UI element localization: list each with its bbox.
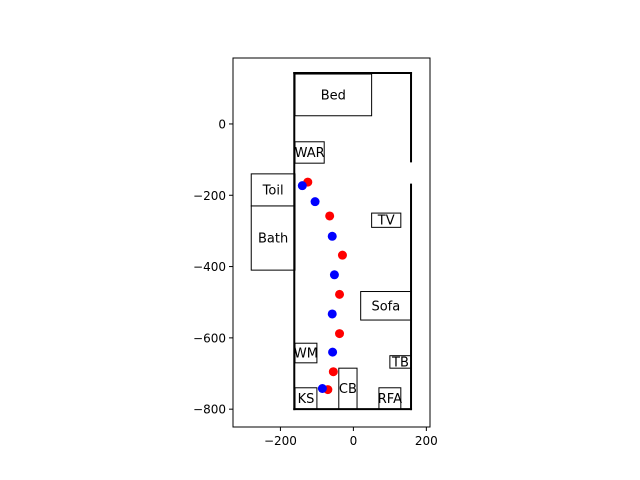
data-point-blue-4 xyxy=(327,309,337,319)
data-point-red-4 xyxy=(335,329,345,339)
data-point-red-3 xyxy=(335,289,345,299)
data-point-blue-2 xyxy=(327,231,337,241)
x-tick-label: 200 xyxy=(415,434,438,448)
y-tick-label: 0 xyxy=(218,117,226,131)
furniture-label-war: WAR xyxy=(295,146,325,161)
data-point-blue-1 xyxy=(310,197,320,207)
furniture-layer: Bed WAR Toil Bath TV Sofa WM TB KS CB RFA xyxy=(250,73,412,410)
furniture-label-tv: TV xyxy=(377,214,395,229)
axes-frame xyxy=(232,57,431,428)
data-point-blue-5 xyxy=(328,347,338,357)
furniture-box-bed xyxy=(294,73,373,117)
room-outline xyxy=(293,71,413,411)
furniture-box-bath xyxy=(250,205,296,271)
furniture-label-ks: KS xyxy=(298,392,315,407)
furniture-box-toil xyxy=(250,173,296,207)
furniture-box-sofa xyxy=(360,291,412,321)
furniture-label-bed: Bed xyxy=(321,88,346,103)
y-tick-label: −800 xyxy=(193,403,226,417)
y-tick-label: −200 xyxy=(193,189,226,203)
data-point-red-5 xyxy=(328,367,338,377)
furniture-label-tb: TB xyxy=(391,355,409,370)
furniture-label-sofa: Sofa xyxy=(371,299,400,314)
y-tick-label: −600 xyxy=(193,331,226,345)
data-point-blue-6 xyxy=(317,383,327,393)
furniture-label-wm: WM xyxy=(294,347,318,362)
furniture-box-tv xyxy=(371,212,402,228)
data-point-blue-3 xyxy=(329,270,339,280)
furniture-label-toil: Toil xyxy=(262,183,284,198)
axis-ticks: −200 0 200 0 −200 −400 −600 −800 xyxy=(193,117,438,448)
y-tick-label: −400 xyxy=(193,260,226,274)
data-point-blue-0 xyxy=(297,181,307,191)
x-tick-label: 0 xyxy=(350,434,358,448)
furniture-label-rfa: RFA xyxy=(378,392,402,407)
furniture-label-cb: CB xyxy=(339,382,357,397)
x-tick-label: −200 xyxy=(264,434,297,448)
furniture-label-bath: Bath xyxy=(258,232,288,247)
points-layer xyxy=(297,177,347,395)
data-point-red-1 xyxy=(325,211,335,221)
data-point-red-2 xyxy=(337,250,347,260)
